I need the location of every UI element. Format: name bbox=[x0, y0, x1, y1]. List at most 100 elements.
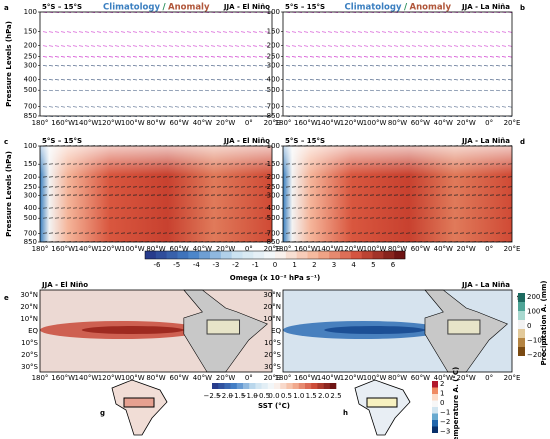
legend-anomaly: Anomaly bbox=[168, 3, 210, 13]
map-title: JJA - La Niña bbox=[461, 281, 510, 289]
wind-arrow bbox=[345, 89, 351, 92]
colorbar-cell bbox=[323, 383, 331, 389]
wind-arrow bbox=[291, 45, 297, 47]
wind-arrow bbox=[303, 106, 309, 108]
wind-arrow bbox=[186, 89, 192, 92]
lon-tick-label: 100°W bbox=[363, 374, 387, 382]
wind-arrow bbox=[405, 79, 411, 81]
wind-arrow bbox=[192, 89, 198, 92]
wind-arrow bbox=[363, 89, 369, 92]
wind-arrow bbox=[246, 31, 252, 33]
wind-arrow bbox=[252, 56, 258, 58]
wind-arrow bbox=[264, 56, 270, 58]
wind-arrow bbox=[210, 31, 216, 33]
colorbar-cell bbox=[212, 383, 219, 389]
wind-arrow bbox=[483, 56, 489, 58]
wind-arrow bbox=[411, 45, 417, 47]
wind-arrow bbox=[321, 89, 327, 92]
wind-arrow bbox=[240, 45, 246, 47]
wind-arrow bbox=[138, 79, 144, 81]
wind-arrow bbox=[174, 65, 180, 67]
wind-arrow bbox=[222, 89, 228, 92]
wind-arrow bbox=[204, 89, 210, 92]
wind-arrow bbox=[120, 106, 126, 108]
wind-arrow bbox=[186, 31, 192, 33]
wind-arrow bbox=[78, 89, 84, 92]
wind-arrow bbox=[423, 79, 429, 81]
wind-arrow bbox=[246, 65, 252, 67]
wind-arrow bbox=[216, 89, 222, 92]
wind-arrow bbox=[102, 89, 108, 92]
wind-arrow bbox=[48, 56, 54, 58]
wind-arrow bbox=[252, 65, 258, 67]
wind-arrow bbox=[60, 65, 66, 67]
wind-arrow bbox=[369, 31, 375, 33]
wind-arrow bbox=[441, 31, 447, 33]
sst-label: SST (°C) bbox=[258, 402, 290, 410]
wind-arrow bbox=[291, 56, 297, 58]
sst-tick: 2.0 bbox=[318, 392, 329, 400]
field-fade bbox=[40, 146, 272, 242]
wind-arrow bbox=[168, 45, 174, 47]
pressure-tick-label: 250 bbox=[24, 183, 37, 191]
wind-arrow bbox=[429, 45, 435, 47]
wind-arrow bbox=[132, 89, 138, 92]
colorbar-cell bbox=[340, 251, 352, 259]
wind-arrow bbox=[501, 79, 507, 81]
sst-anomaly-core bbox=[81, 326, 184, 334]
wind-arrow bbox=[369, 106, 375, 108]
wind-arrow bbox=[168, 65, 174, 67]
wind-arrow bbox=[303, 31, 309, 33]
wind-arrow bbox=[477, 106, 483, 108]
wind-arrow bbox=[303, 65, 309, 67]
lon-tick-label: 40°W bbox=[193, 374, 212, 382]
sst-tick: 2.5 bbox=[330, 392, 341, 400]
wind-arrow bbox=[345, 106, 351, 108]
wind-arrow bbox=[48, 79, 54, 81]
wind-arrow bbox=[417, 106, 423, 108]
wind-arrow bbox=[258, 45, 264, 47]
wind-arrow bbox=[477, 79, 483, 81]
wind-arrow bbox=[210, 79, 216, 81]
wind-arrow bbox=[495, 31, 501, 33]
lon-tick-label: 100°W bbox=[121, 374, 145, 382]
wind-arrow bbox=[351, 56, 357, 58]
lon-tick-label: 80°W bbox=[146, 374, 165, 382]
wind-arrow bbox=[459, 106, 465, 108]
wind-arrow bbox=[42, 106, 48, 108]
wind-arrow bbox=[216, 31, 222, 33]
lon-tick-label: 40°W bbox=[434, 374, 453, 382]
wind-arrow bbox=[285, 65, 291, 67]
wind-arrow bbox=[465, 89, 471, 92]
wind-arrow bbox=[483, 65, 489, 67]
wind-arrow bbox=[108, 56, 114, 58]
wind-arrow bbox=[60, 45, 66, 47]
wind-arrow bbox=[399, 79, 405, 81]
wind-arrow bbox=[102, 106, 108, 108]
lon-tick-label: 20°E bbox=[504, 119, 521, 127]
wind-arrow bbox=[387, 31, 393, 33]
wind-arrow bbox=[150, 79, 156, 81]
wind-arrow bbox=[84, 89, 90, 92]
wind-arrow bbox=[162, 65, 168, 67]
wind-arrow bbox=[501, 89, 507, 92]
wind-arrow bbox=[495, 45, 501, 47]
wind-arrow bbox=[216, 45, 222, 47]
wind-arrow bbox=[351, 106, 357, 108]
colorbar-cell bbox=[432, 381, 438, 388]
colorbar-cell bbox=[166, 251, 178, 259]
wind-arrow bbox=[387, 79, 393, 81]
wind-arrow bbox=[387, 56, 393, 58]
wind-arrow bbox=[381, 89, 387, 92]
lon-tick-label: 180° bbox=[32, 374, 49, 382]
omega-label: Omega (x 10⁻² hPa s⁻¹) bbox=[230, 274, 320, 282]
panel-season: JJA - La Niña bbox=[461, 137, 510, 145]
omega-tick: 5 bbox=[371, 261, 375, 269]
wind-arrow bbox=[435, 56, 441, 58]
wind-arrow bbox=[222, 65, 228, 67]
wind-arrow bbox=[423, 45, 429, 47]
wind-arrow bbox=[168, 89, 174, 92]
colorbar-cell bbox=[224, 383, 231, 389]
wind-arrow bbox=[222, 45, 228, 47]
wind-arrow bbox=[297, 65, 303, 67]
